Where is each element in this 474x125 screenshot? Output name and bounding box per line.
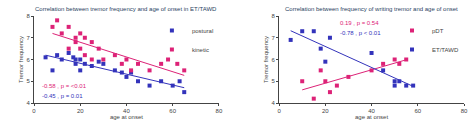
svg-text:postural: postural [192, 28, 213, 34]
svg-text:Tremor frequency: Tremor frequency [263, 36, 269, 83]
svg-text:6: 6 [26, 57, 30, 63]
svg-text:Correlation between tremor fre: Correlation between tremor frequency and… [35, 6, 217, 12]
svg-text:7: 7 [272, 35, 276, 41]
svg-text:40: 40 [368, 108, 375, 114]
svg-text:Correlation between frequency: Correlation between frequency of writing… [285, 6, 458, 12]
svg-text:20: 20 [322, 108, 329, 114]
svg-text:4: 4 [26, 100, 30, 106]
svg-text:80: 80 [216, 108, 223, 114]
svg-text:60: 60 [169, 108, 176, 114]
svg-text:0.19 , p = 0.54: 0.19 , p = 0.54 [340, 20, 379, 26]
svg-text:age at onset: age at onset [355, 114, 388, 120]
svg-text:Tremor frequency: Tremor frequency [18, 36, 24, 83]
svg-text:-0.58 , p = <0.01: -0.58 , p = <0.01 [42, 83, 87, 89]
svg-text:-0.45 , p = 0.01: -0.45 , p = 0.01 [42, 93, 83, 99]
svg-text:8: 8 [272, 13, 276, 19]
svg-text:8: 8 [26, 13, 30, 19]
svg-text:age at onset: age at onset [110, 114, 143, 120]
svg-text:6: 6 [272, 57, 276, 63]
svg-text:0: 0 [277, 108, 281, 114]
svg-text:4: 4 [272, 100, 276, 106]
svg-text:5: 5 [272, 78, 276, 84]
svg-text:pDT: pDT [432, 28, 444, 34]
svg-text:20: 20 [77, 108, 84, 114]
svg-text:-0.78 , p < 0.01: -0.78 , p < 0.01 [340, 30, 381, 36]
svg-text:0: 0 [32, 108, 36, 114]
svg-text:5: 5 [26, 78, 30, 84]
svg-text:40: 40 [123, 108, 130, 114]
svg-text:80: 80 [461, 108, 468, 114]
svg-text:kinetic: kinetic [192, 47, 209, 53]
svg-text:60: 60 [414, 108, 421, 114]
svg-text:ET/TAWD: ET/TAWD [432, 47, 459, 53]
svg-text:7: 7 [26, 35, 30, 41]
